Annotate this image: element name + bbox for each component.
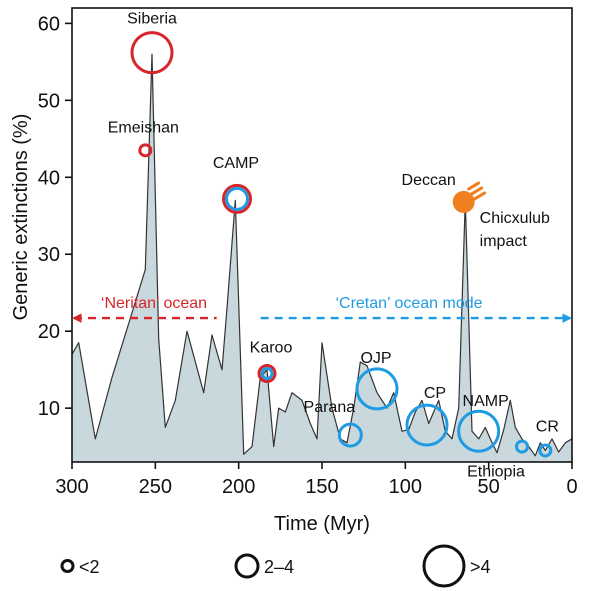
x-axis-title: Time (Myr) [274,513,370,535]
x-tick-label: 250 [139,476,172,498]
y-tick-label: 60 [38,13,60,35]
impact-label: impact [480,233,528,250]
neritan-label: ‘Neritan’ ocean [101,295,207,312]
impact-streak [470,186,484,196]
x-tick-label: 50 [478,476,500,498]
ethiopia-circle [515,439,529,454]
ojp-label: OJP [360,350,391,367]
legend-circle [422,544,466,588]
cretan-label: ‘Cretan’ ocean mode [335,295,482,312]
deccan-impact-circle [452,190,475,213]
events-layer: Siberia Emeishan CAMP Karoo Parana OJP CP NAMP D… [108,11,559,481]
parana-circle [337,422,363,448]
chicxulub-label: Chicxulub [480,210,550,227]
legend-circle [234,553,260,579]
y-tick-label: 10 [38,398,60,420]
y-tick-label: 30 [38,244,60,266]
x-tick-label: 200 [222,476,255,498]
y-tick-label: 50 [38,90,60,112]
impact-streak [473,191,487,201]
karoo-inner-circle [260,367,274,381]
cp-circle [405,403,449,447]
extinction-area [72,54,572,462]
ethiopia-label: Ethiopia [467,464,525,481]
camp-label: CAMP [213,155,259,172]
y-tick-label: 20 [38,321,60,343]
siberia-circle [130,31,174,75]
camp-inner-circle [225,186,249,211]
karoo-label: Karoo [250,340,293,357]
x-tick-label: 100 [389,476,422,498]
karoo-outer-circle [257,364,277,384]
cr-label: CR [536,418,559,435]
x-tick-label: 150 [305,476,338,498]
namp-circle [457,409,501,453]
camp-outer-circle [222,183,252,214]
ojp-circle [355,367,399,411]
emeishan-circle [138,143,153,158]
impact-streak [467,181,481,191]
emeishan-label: Emeishan [108,119,179,136]
legend-label: 2–4 [264,557,294,577]
legend-layer: <2 2–4 >4 [60,544,491,588]
x-tick-label: 300 [55,476,88,498]
y-tick-label: 40 [38,167,60,189]
ocean-modes-layer: ‘Neritan’ ocean ‘Cretan’ ocean mode [72,295,572,323]
deccan-label: Deccan [402,172,456,189]
cp-label: CP [424,385,446,402]
axes-layer: 300 250 200 150 100 50 0 10 20 30 40 50 60 Time (Myr)… [10,7,578,535]
legend-label: <2 [79,557,100,577]
namp-label: NAMP [463,393,509,410]
parana-label: Parana [304,399,356,416]
legend-label: >4 [470,557,491,577]
siberia-label: Siberia [127,11,177,28]
y-axis-title: Generic extinctions (%) [10,114,32,321]
legend-circle [60,559,75,573]
x-tick-label: 0 [566,476,577,498]
cr-circle [538,443,553,458]
